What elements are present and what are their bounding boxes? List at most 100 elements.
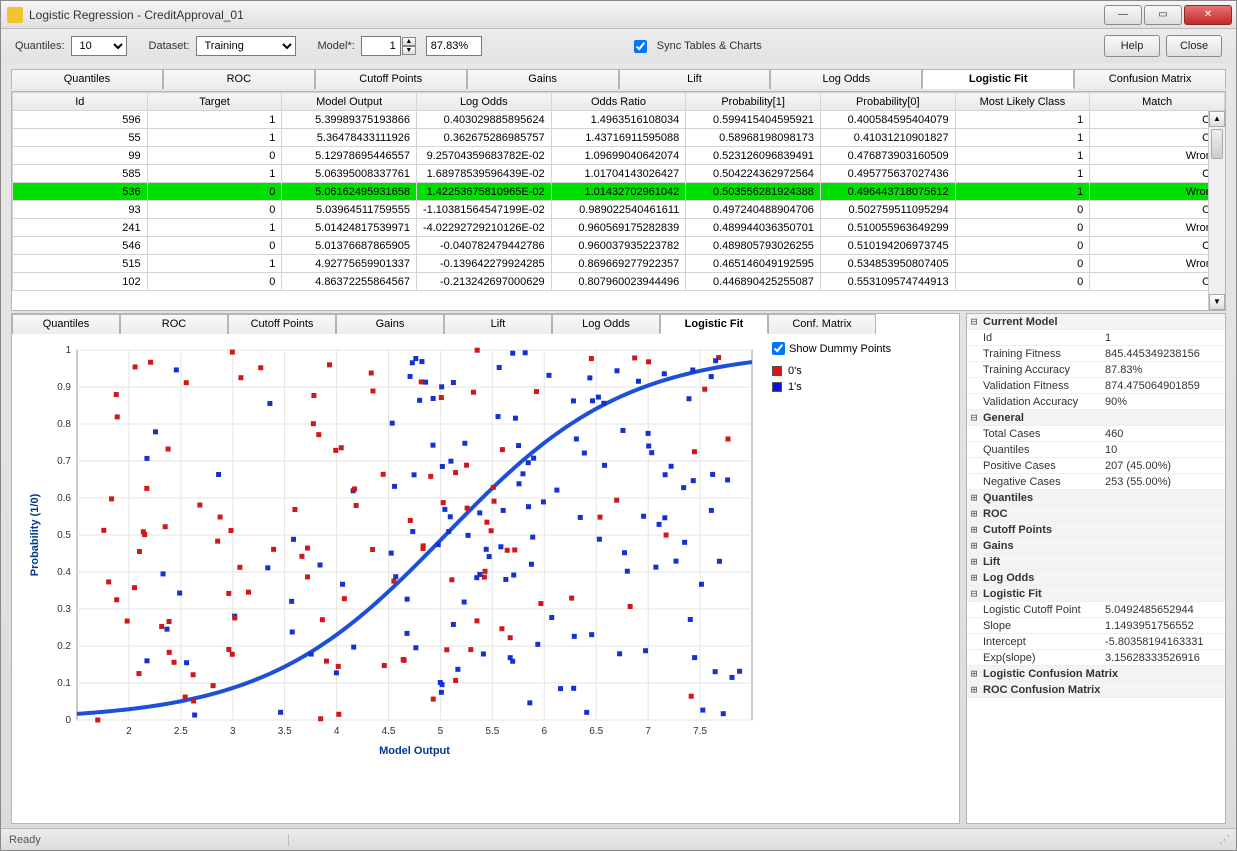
tab-logistic-fit[interactable]: Logistic Fit: [922, 69, 1074, 89]
cell: 0.553109574744913: [820, 273, 955, 291]
table-row[interactable]: 54605.01376687865905-0.0407824794427860.…: [13, 237, 1225, 255]
tab-log-odds[interactable]: Log Odds: [770, 69, 922, 89]
cell: OK: [1090, 201, 1225, 219]
table-row[interactable]: 9905.129786954465579.25704359683782E-021…: [13, 147, 1225, 165]
chart-tab-log-odds[interactable]: Log Odds: [552, 314, 660, 334]
svg-text:4: 4: [334, 726, 340, 737]
col-header[interactable]: Probability[0]: [820, 93, 955, 111]
prop-row: Training Accuracy87.83%: [967, 362, 1225, 378]
data-table: IdTargetModel OutputLog OddsOdds RatioPr…: [11, 91, 1226, 311]
cell: 0: [147, 237, 282, 255]
cell: 0.446890425255087: [686, 273, 821, 291]
cell: 0.960037935223782: [551, 237, 686, 255]
prop-category[interactable]: ⊞Lift: [967, 554, 1225, 570]
table-row[interactable]: 24115.01424817539971-4.02292729210126E-0…: [13, 219, 1225, 237]
chart-tab-quantiles[interactable]: Quantiles: [12, 314, 120, 334]
prop-category[interactable]: ⊞ROC: [967, 506, 1225, 522]
grid[interactable]: IdTargetModel OutputLog OddsOdds RatioPr…: [12, 92, 1225, 291]
table-row[interactable]: 10204.86372255864567-0.2132426970006290.…: [13, 273, 1225, 291]
status-text: Ready: [9, 834, 289, 846]
cell: 0: [147, 147, 282, 165]
scroll-up-button[interactable]: ▲: [1209, 111, 1225, 127]
col-header[interactable]: Most Likely Class: [955, 93, 1090, 111]
close-button[interactable]: Close: [1166, 35, 1222, 57]
prop-category[interactable]: ⊞ROC Confusion Matrix: [967, 682, 1225, 698]
properties-panel[interactable]: ⊟Current ModelId1Training Fitness845.445…: [966, 313, 1226, 824]
spin-down[interactable]: ▼: [402, 46, 416, 55]
cell: -0.213242697000629: [416, 273, 551, 291]
svg-text:3: 3: [230, 726, 236, 737]
chart-tab-conf-matrix[interactable]: Conf. Matrix: [768, 314, 876, 334]
show-dummy-checkbox[interactable]: [772, 342, 785, 355]
sync-label: Sync Tables & Charts: [657, 40, 762, 52]
prop-category[interactable]: ⊞Log Odds: [967, 570, 1225, 586]
tab-confusion-matrix[interactable]: Confusion Matrix: [1074, 69, 1226, 89]
cell: 0.403029885895624: [416, 111, 551, 129]
cell: 0.497240488904706: [686, 201, 821, 219]
svg-text:0.2: 0.2: [57, 641, 71, 652]
cell: 1.43716911595088: [551, 129, 686, 147]
tab-gains[interactable]: Gains: [467, 69, 619, 89]
table-row[interactable]: 9305.03964511759555-1.10381564547199E-02…: [13, 201, 1225, 219]
prop-category[interactable]: ⊟Current Model: [967, 314, 1225, 330]
prop-row: Positive Cases207 (45.00%): [967, 458, 1225, 474]
tab-lift[interactable]: Lift: [619, 69, 771, 89]
col-header[interactable]: Probability[1]: [686, 93, 821, 111]
table-row[interactable]: 53605.061624959316581.42253675810965E-02…: [13, 183, 1225, 201]
maximize-button[interactable]: ▭: [1144, 5, 1182, 25]
prop-category[interactable]: ⊟Logistic Fit: [967, 586, 1225, 602]
cell: 5.06395008337761: [282, 165, 417, 183]
cell: -0.040782479442786: [416, 237, 551, 255]
prop-category[interactable]: ⊞Quantiles: [967, 490, 1225, 506]
chart-tab-roc[interactable]: ROC: [120, 314, 228, 334]
prop-category[interactable]: ⊞Cutoff Points: [967, 522, 1225, 538]
table-row[interactable]: 59615.399893751938660.4030298858956241.4…: [13, 111, 1225, 129]
table-row[interactable]: 5515.364784331119260.3626752869857571.43…: [13, 129, 1225, 147]
col-header[interactable]: Model Output: [282, 93, 417, 111]
tab-roc[interactable]: ROC: [163, 69, 315, 89]
svg-text:7.5: 7.5: [693, 726, 707, 737]
sync-checkbox[interactable]: [634, 40, 647, 53]
tab-quantiles[interactable]: Quantiles: [11, 69, 163, 89]
cell: 585: [13, 165, 148, 183]
cell: 1.68978539596439E-02: [416, 165, 551, 183]
quantiles-label: Quantiles:: [15, 40, 65, 52]
svg-text:5.5: 5.5: [485, 726, 499, 737]
col-header[interactable]: Log Odds: [416, 93, 551, 111]
table-row[interactable]: 58515.063950083377611.68978539596439E-02…: [13, 165, 1225, 183]
col-header[interactable]: Id: [13, 93, 148, 111]
table-row[interactable]: 51514.92775659901337-0.1396422799242850.…: [13, 255, 1225, 273]
quantiles-select[interactable]: 10: [71, 36, 127, 56]
dataset-select[interactable]: Training: [196, 36, 296, 56]
col-header[interactable]: Target: [147, 93, 282, 111]
cell: 5.36478433111926: [282, 129, 417, 147]
accuracy-display: [426, 36, 482, 56]
spin-up[interactable]: ▲: [402, 37, 416, 46]
cell: 0.869669277922357: [551, 255, 686, 273]
col-header[interactable]: Odds Ratio: [551, 93, 686, 111]
chart-tab-logistic-fit[interactable]: Logistic Fit: [660, 314, 768, 334]
help-button[interactable]: Help: [1104, 35, 1160, 57]
resize-grip-icon[interactable]: ⋰: [1219, 833, 1228, 846]
chart-tab-cutoff-points[interactable]: Cutoff Points: [228, 314, 336, 334]
cell: 0.960569175282839: [551, 219, 686, 237]
cell: 0.502759511095294: [820, 201, 955, 219]
cell: -1.10381564547199E-02: [416, 201, 551, 219]
prop-category[interactable]: ⊟General: [967, 410, 1225, 426]
scroll-down-button[interactable]: ▼: [1209, 294, 1225, 310]
model-spinner[interactable]: ▲▼: [361, 36, 416, 56]
tab-cutoff-points[interactable]: Cutoff Points: [315, 69, 467, 89]
scroll-thumb[interactable]: [1211, 129, 1223, 159]
prop-row: Id1: [967, 330, 1225, 346]
cell: 0.362675286985757: [416, 129, 551, 147]
cell: OK: [1090, 273, 1225, 291]
minimize-button[interactable]: —: [1104, 5, 1142, 25]
prop-category[interactable]: ⊞Logistic Confusion Matrix: [967, 666, 1225, 682]
chart-tab-gains[interactable]: Gains: [336, 314, 444, 334]
table-scrollbar[interactable]: ▲ ▼: [1208, 111, 1225, 310]
col-header[interactable]: Match: [1090, 93, 1225, 111]
chart-tab-lift[interactable]: Lift: [444, 314, 552, 334]
model-input[interactable]: [361, 36, 401, 56]
window-close-button[interactable]: ✕: [1184, 5, 1232, 25]
prop-category[interactable]: ⊞Gains: [967, 538, 1225, 554]
